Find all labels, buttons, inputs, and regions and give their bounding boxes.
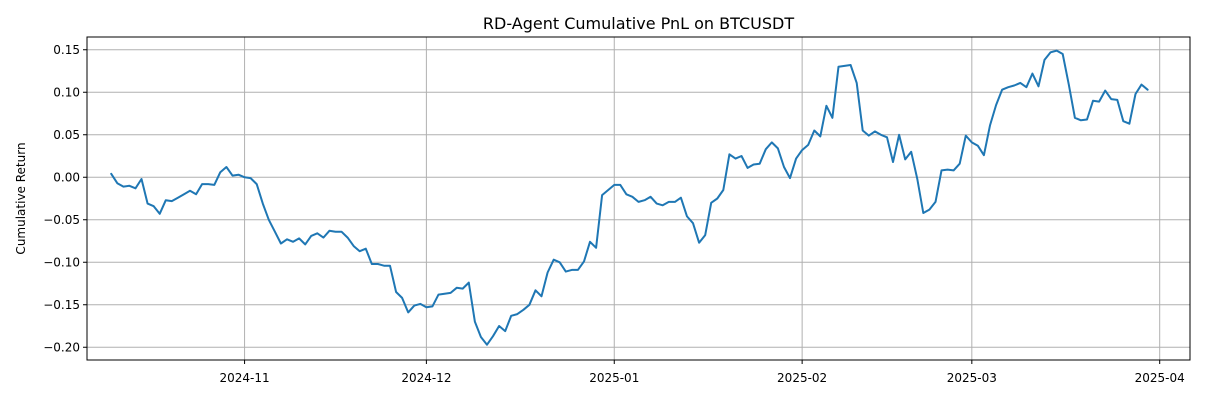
series-layer — [110, 49, 1149, 346]
y-tick-label: 0.15 — [53, 43, 80, 57]
series-line — [110, 49, 1149, 346]
x-tick-label: 2025-01 — [589, 371, 639, 385]
plot-frame — [86, 36, 1191, 361]
y-tick-label: −0.05 — [43, 213, 80, 227]
x-tick-label: 2025-02 — [777, 371, 827, 385]
y-tick-label: −0.15 — [43, 298, 80, 312]
x-tick-label: 2024-11 — [220, 371, 270, 385]
y-tick-label: 0.10 — [53, 85, 80, 99]
ticks: 2024-11 2024-12 2025-01 2025-02 2025-03 2025-… — [43, 43, 1185, 385]
grid — [87, 37, 1190, 360]
chart-title: RD-Agent Cumulative PnL on BTCUSDT — [483, 14, 794, 33]
y-tick-label: 0.00 — [53, 170, 80, 184]
x-tick-label: 2025-04 — [1135, 371, 1185, 385]
x-tick-label: 2024-12 — [401, 371, 451, 385]
y-tick-label: 0.05 — [53, 128, 80, 142]
y-tick-label: −0.10 — [43, 255, 80, 269]
y-tick-label: −0.20 — [43, 340, 80, 354]
x-tick-label: 2025-03 — [947, 371, 997, 385]
y-axis-label: Cumulative Return — [14, 142, 28, 254]
